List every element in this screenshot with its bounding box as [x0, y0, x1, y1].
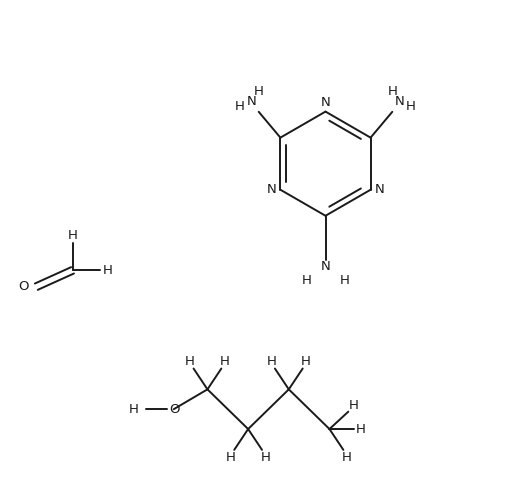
Text: N: N: [320, 96, 330, 109]
Text: H: H: [185, 355, 195, 368]
Text: H: H: [302, 274, 311, 287]
Text: H: H: [301, 355, 311, 368]
Text: H: H: [220, 355, 230, 368]
Text: N: N: [375, 183, 384, 196]
Text: H: H: [102, 264, 112, 277]
Text: H: H: [235, 100, 245, 114]
Text: H: H: [267, 355, 276, 368]
Text: H: H: [356, 423, 366, 435]
Text: H: H: [129, 403, 139, 416]
Text: N: N: [247, 95, 256, 108]
Text: N: N: [320, 260, 330, 273]
Text: H: H: [406, 100, 416, 114]
Text: H: H: [348, 399, 358, 412]
Text: O: O: [169, 403, 179, 416]
Text: O: O: [18, 280, 28, 293]
Text: H: H: [339, 274, 349, 287]
Text: N: N: [395, 95, 405, 108]
Text: H: H: [226, 451, 236, 464]
Text: H: H: [67, 229, 77, 242]
Text: N: N: [267, 183, 276, 196]
Text: H: H: [254, 85, 264, 99]
Text: H: H: [342, 451, 352, 464]
Text: H: H: [260, 451, 270, 464]
Text: H: H: [387, 85, 397, 99]
